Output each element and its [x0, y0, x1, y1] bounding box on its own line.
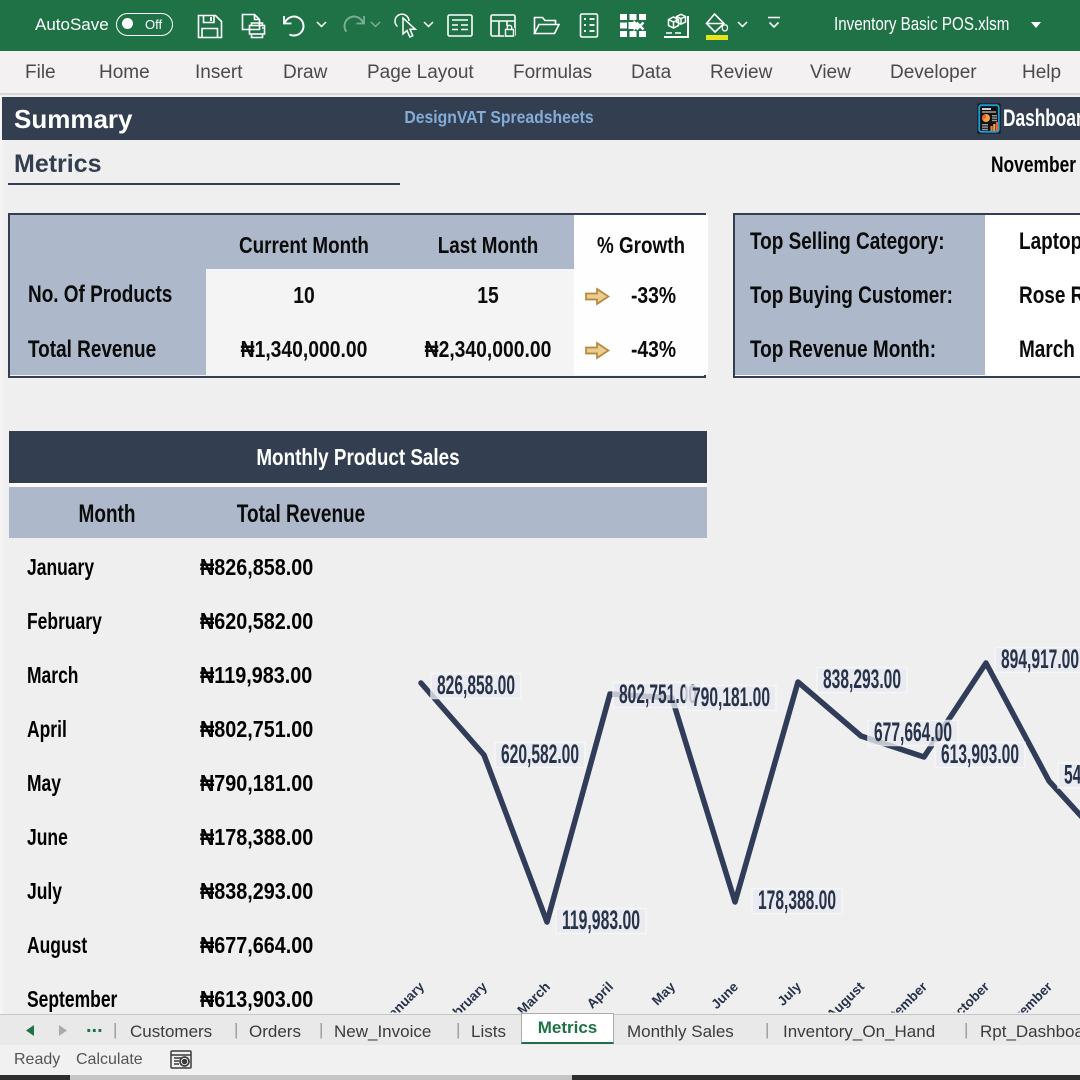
svg-text:June: June: [708, 979, 741, 1012]
svg-text:March: March: [514, 979, 553, 1018]
svg-text:620,582.00: 620,582.00: [501, 739, 579, 769]
svg-text:April: April: [584, 979, 616, 1011]
svg-text:178,388.00: 178,388.00: [758, 885, 836, 915]
svg-text:119,983.00: 119,983.00: [562, 905, 640, 935]
svg-text:July: July: [774, 979, 804, 1009]
svg-text:894,917.00: 894,917.00: [1001, 644, 1079, 674]
svg-text:543,903.00: 543,903.00: [1064, 760, 1080, 790]
svg-text:826,858.00: 826,858.00: [437, 670, 515, 700]
svg-text:613,903.00: 613,903.00: [941, 739, 1019, 769]
svg-text:May: May: [649, 979, 679, 1009]
svg-text:838,293.00: 838,293.00: [823, 664, 901, 694]
svg-text:790,181.00: 790,181.00: [692, 682, 770, 712]
svg-text:802,751.00: 802,751.00: [619, 679, 697, 709]
